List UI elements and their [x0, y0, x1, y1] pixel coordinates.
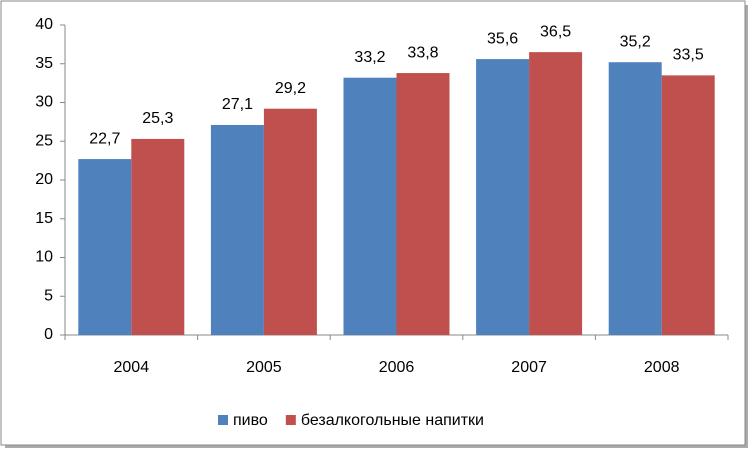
bar: [396, 73, 450, 336]
x-tick-label: 2008: [644, 359, 680, 376]
y-tick-label: 10: [35, 249, 53, 266]
legend-swatch: [285, 415, 296, 425]
bar: [78, 159, 132, 335]
x-tick-label: 2007: [511, 359, 547, 376]
data-label: 33,5: [673, 47, 704, 64]
bar: [529, 52, 583, 335]
data-label: 33,8: [407, 44, 438, 61]
y-tick-label: 30: [35, 94, 53, 111]
bar: [263, 108, 317, 335]
bar: [608, 62, 662, 335]
y-tick-label: 15: [35, 210, 53, 227]
bar: [476, 59, 530, 335]
y-tick-label: 25: [35, 132, 53, 149]
data-label: 35,6: [487, 30, 518, 47]
y-tick-label: 40: [35, 16, 53, 33]
data-label: 29,2: [275, 80, 306, 97]
bar: [131, 138, 185, 335]
bar: [210, 124, 264, 335]
data-label: 35,2: [620, 33, 651, 50]
data-label: 22,7: [89, 130, 120, 147]
data-label: 25,3: [142, 110, 173, 127]
y-tick-label: 5: [44, 287, 53, 304]
legend-label: безалкогольные напитки: [301, 412, 484, 429]
y-tick-label: 35: [35, 55, 53, 72]
legend-swatch: [218, 415, 228, 425]
x-tick-label: 2005: [246, 359, 282, 376]
data-label: 36,5: [540, 23, 571, 40]
legend-label: пиво: [233, 412, 268, 429]
x-tick-label: 2004: [114, 359, 150, 376]
y-tick-label: 20: [35, 171, 53, 188]
bar: [343, 77, 397, 335]
bar: [661, 75, 715, 335]
x-tick-label: 2006: [379, 359, 415, 376]
y-tick-label: 0: [44, 326, 53, 343]
data-label: 33,2: [354, 49, 385, 66]
data-label: 27,1: [222, 96, 253, 113]
